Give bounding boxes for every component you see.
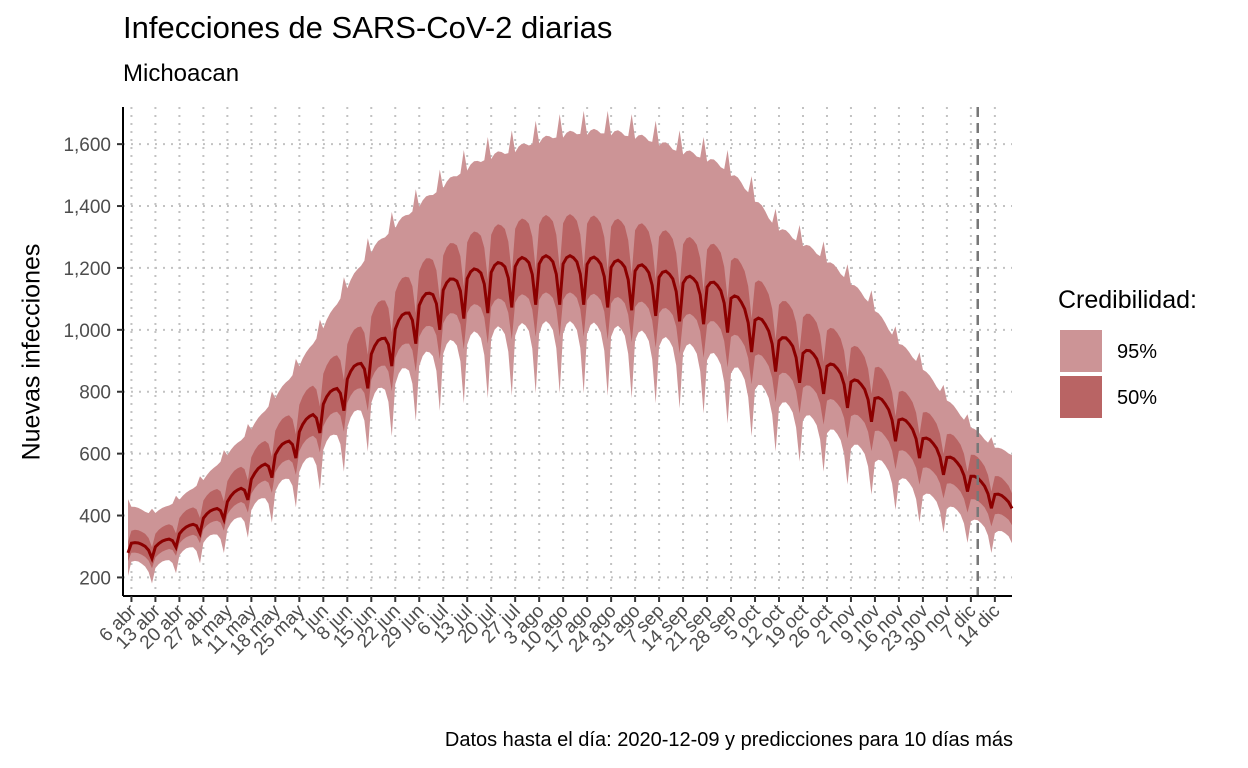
legend-title: Credibilidad: — [1058, 286, 1197, 314]
y-tick-label-4: 1,000 — [63, 321, 111, 342]
y-tick-label-5: 1,200 — [63, 259, 111, 280]
y-tick-label-1: 400 — [79, 507, 111, 528]
chart-title: Infecciones de SARS-CoV-2 diarias — [123, 10, 613, 45]
legend-label-95: 95% — [1117, 341, 1158, 363]
legend-swatch-95 — [1060, 330, 1102, 372]
y-tick-label-7: 1,600 — [63, 135, 111, 156]
chart-subtitle: Michoacan — [123, 60, 240, 87]
median-line — [126, 253, 1014, 564]
y-tick-label-6: 1,400 — [63, 197, 111, 218]
y-tick-label-0: 200 — [79, 568, 111, 589]
legend-label-50: 50% — [1117, 387, 1158, 409]
chart-caption: Datos hasta el día: 2020-12-09 y predicc… — [444, 729, 1013, 751]
legend-swatch-50 — [1060, 376, 1102, 418]
credible-band-50 — [128, 214, 1012, 569]
y-tick-label-2: 600 — [79, 445, 111, 466]
y-tick-label-3: 800 — [79, 383, 111, 404]
credible-band-95 — [128, 110, 1012, 584]
